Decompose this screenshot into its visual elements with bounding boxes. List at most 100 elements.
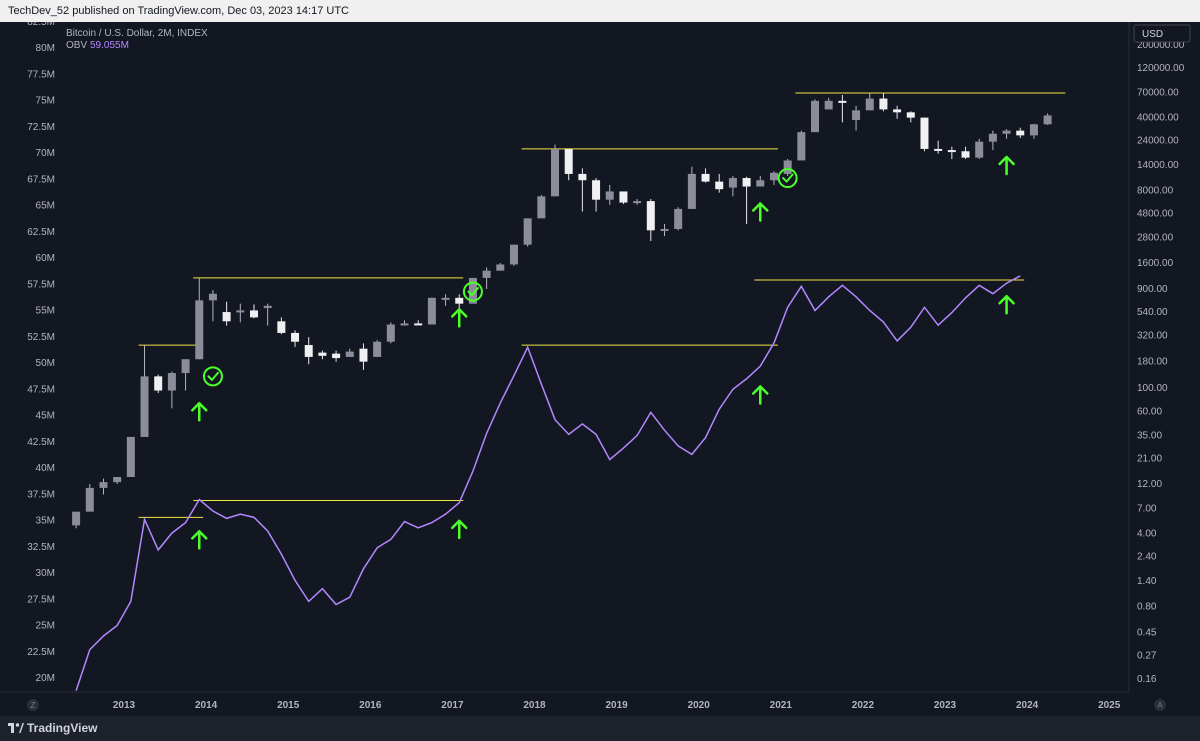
left-axis-tick-label: 82.5M (27, 22, 55, 28)
corner-left[interactable]: Z (27, 699, 39, 711)
candle-body (195, 300, 204, 360)
currency-box[interactable] (1133, 24, 1191, 43)
candle-body (482, 270, 491, 278)
candle-body (852, 110, 861, 120)
candle-body (578, 173, 587, 181)
candle-body (783, 160, 792, 174)
up-arrow-icon (450, 519, 468, 540)
candle-body (728, 178, 737, 188)
candle-body (646, 201, 655, 231)
left-axis-tick-label: 70M (36, 148, 55, 159)
candle-body (318, 352, 327, 356)
time-axis-tick-label: 2014 (195, 700, 218, 711)
candle-body (920, 117, 929, 149)
candle-body (222, 312, 231, 322)
corner-right-label: A (1157, 701, 1163, 710)
candle-body (988, 133, 997, 142)
left-axis-tick-label: 25M (36, 621, 55, 632)
left-axis-tick-label: 55M (36, 306, 55, 317)
right-axis-tick-label: 2.40 (1137, 552, 1157, 563)
candle-body (332, 353, 341, 359)
candle-body (400, 323, 409, 326)
left-axis-tick-label: 32.5M (27, 542, 55, 553)
candle-body (181, 359, 190, 374)
candle-body (660, 228, 669, 231)
right-axis-tick-label: 1.40 (1137, 576, 1157, 587)
time-axis-tick-label: 2020 (688, 700, 711, 711)
left-axis-tick-label: 27.5M (27, 594, 55, 605)
right-axis-tick-label: 4800.00 (1137, 208, 1174, 219)
right-axis-tick-label: 0.27 (1137, 650, 1157, 661)
candle-body (140, 376, 149, 437)
left-axis-tick-label: 42.5M (27, 437, 55, 448)
candle-body (687, 173, 696, 209)
candle-body (742, 178, 751, 187)
left-axis-tick-label: 40M (36, 463, 55, 474)
right-axis-tick-label: 60.00 (1137, 406, 1162, 417)
left-axis-tick-label: 65M (36, 201, 55, 212)
corner-right[interactable]: A (1154, 699, 1166, 711)
candle-body (85, 487, 94, 512)
published-text: TechDev_52 published on TradingView.com,… (8, 5, 350, 17)
corner-left-label: Z (31, 701, 36, 710)
left-axis-tick-label: 80M (36, 43, 55, 54)
right-axis-tick-label: 14000.00 (1137, 160, 1179, 171)
candle-body (893, 109, 902, 113)
candlestick-series (72, 93, 1052, 529)
right-axis-tick-label: 4.00 (1137, 529, 1157, 540)
candle-body (605, 191, 614, 200)
candle-body (277, 321, 286, 333)
candle-body (934, 148, 943, 151)
candle-body (359, 348, 368, 362)
candle-body (674, 208, 683, 229)
up-arrow-icon (998, 155, 1015, 176)
footer-bar: TradingView (0, 716, 1200, 741)
candle-body (468, 277, 477, 304)
right-axis-tick-label: 21.00 (1137, 454, 1162, 465)
candle-body (167, 373, 176, 391)
time-axis: 2013 2014 2015 2016 2017 2018 2019 2020 2021 2022… (113, 700, 1121, 711)
right-axis-tick-label: 7.00 (1137, 503, 1157, 514)
up-arrow-icon (450, 308, 468, 328)
candle-body (906, 112, 915, 118)
right-axis-tick-label: 0.16 (1137, 674, 1157, 685)
candle-body (236, 310, 245, 313)
right-axis-tick-label: 1600.00 (1137, 258, 1174, 269)
candle-body (811, 100, 820, 133)
candle-body (975, 141, 984, 158)
time-axis-tick-label: 2022 (852, 700, 875, 711)
right-axis: 200000.00 120000.00 70000.00 40000.00 24000.… (1137, 40, 1185, 685)
left-axis-tick-label: 47.5M (27, 384, 55, 395)
candle-body (1029, 124, 1038, 136)
up-arrow-icon (998, 294, 1015, 315)
check-circle-icon (462, 281, 483, 302)
candle-body (126, 436, 135, 478)
price-chart[interactable]: 82.5M 80M 77.5M 75M 72.5M 70M 67.5M 65M 62.5M 60M… (0, 22, 1200, 716)
currency-selector[interactable]: USD (1133, 24, 1191, 43)
left-axis-tick-label: 62.5M (27, 227, 55, 238)
legend-indicator-value: 59.055M (90, 40, 129, 51)
candle-body (701, 173, 710, 182)
check-circle-icon (202, 366, 223, 387)
left-axis-tick-label: 60M (36, 253, 55, 264)
right-axis-tick-label: 540.00 (1137, 307, 1168, 318)
currency-label: USD (1142, 29, 1163, 40)
right-axis-tick-label: 100.00 (1137, 383, 1168, 394)
right-axis-tick-label: 8000.00 (1137, 185, 1174, 196)
right-axis-tick-label: 40000.00 (1137, 113, 1179, 124)
corner-right-circle[interactable] (1154, 699, 1166, 711)
candle-body (879, 98, 888, 110)
right-axis-tick-label: 12.00 (1137, 479, 1162, 490)
right-axis-tick-label: 200000.00 (1137, 40, 1185, 51)
right-axis-tick-label: 35.00 (1137, 431, 1162, 442)
left-axis-tick-label: 67.5M (27, 174, 55, 185)
time-axis-tick-label: 2016 (359, 700, 382, 711)
time-axis-tick-label: 2018 (523, 700, 546, 711)
left-axis-tick-label: 72.5M (27, 122, 55, 133)
right-axis-tick-label: 2800.00 (1137, 233, 1174, 244)
left-axis-tick-label: 52.5M (27, 332, 55, 343)
right-axis-tick-label: 0.80 (1137, 601, 1157, 612)
candle-body (564, 148, 573, 174)
corner-left-circle[interactable] (27, 699, 39, 711)
